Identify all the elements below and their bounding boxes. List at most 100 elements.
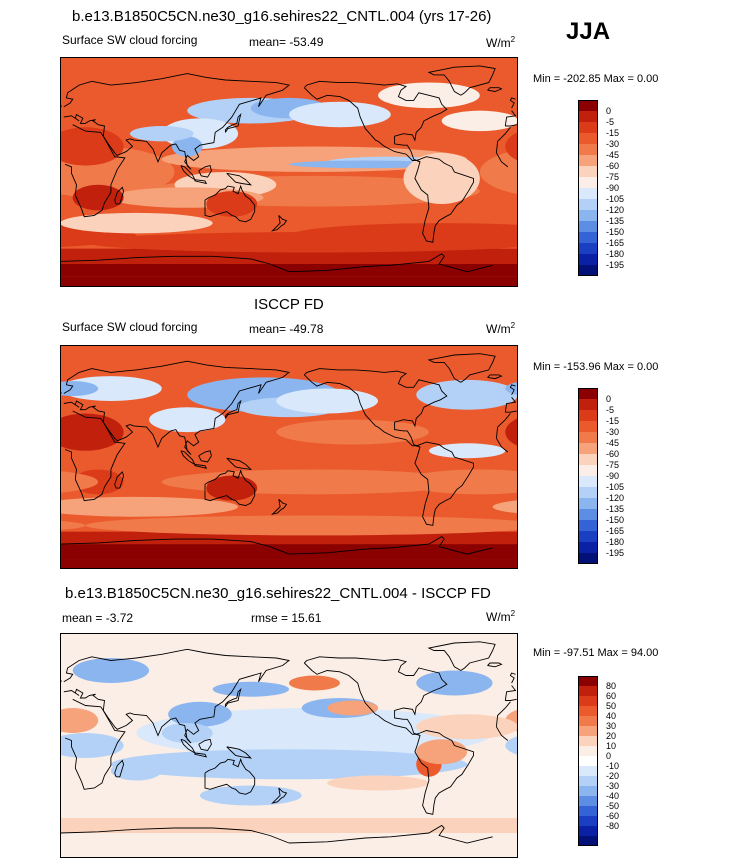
panel-2-units: W/m2 <box>486 321 516 336</box>
map-field-contour <box>85 232 518 253</box>
map-field-contour <box>416 670 493 696</box>
coastline <box>194 464 208 469</box>
map-zonal-band <box>60 531 518 545</box>
coastline <box>194 179 208 185</box>
map-field-contour <box>505 736 518 755</box>
colorbar-tick-label: -10 <box>606 760 620 771</box>
map-field-contour <box>276 419 429 445</box>
panel-1-title: b.e13.B1850C5CN.ne30_g16.sehires22_CNTL.… <box>72 8 492 25</box>
map-field-contour <box>168 701 232 727</box>
coastline <box>496 726 509 741</box>
map-field-contour <box>60 127 124 166</box>
panel-3-minmax: Min = -97.51 Max = 94.00 <box>533 647 659 659</box>
colorbar-tick-label: -15 <box>606 415 620 426</box>
colorbar-tick-label: -180 <box>606 536 625 547</box>
colorbar-tick-label: -90 <box>606 182 620 193</box>
map-field-contour <box>206 475 258 501</box>
map-field-contour <box>403 469 518 495</box>
colorbar-tick-label: 0 <box>606 750 612 761</box>
colorbar-tick-label: -90 <box>606 470 620 481</box>
map-field-contour <box>212 681 289 697</box>
map-zonal-band <box>60 276 518 287</box>
map-field-contour <box>60 413 124 451</box>
colorbar-frame <box>578 676 598 846</box>
coastline <box>198 165 212 178</box>
panel-2-mean-label: mean= -49.78 <box>249 322 324 336</box>
colorbar-tick-label: -75 <box>606 459 620 470</box>
colorbar-tick-label: 0 <box>606 105 612 116</box>
colorbar-tick-label: 20 <box>606 730 617 741</box>
map-zonal-band <box>60 264 518 277</box>
map-field-contour <box>110 749 468 780</box>
coastline <box>487 374 503 380</box>
coastline <box>60 538 290 555</box>
coastline <box>505 124 517 127</box>
panel-3-units: W/m2 <box>486 609 516 624</box>
coastline <box>288 253 493 273</box>
colorbar-tick-label: -195 <box>606 547 625 558</box>
map-field-contour <box>505 418 518 447</box>
colorbar-frame <box>578 388 598 564</box>
map-field-contour <box>206 191 258 217</box>
map-field-contour <box>441 110 518 132</box>
colorbar-tick-label: -15 <box>606 127 620 138</box>
coastline <box>414 156 474 243</box>
colorbar-tick-label: -60 <box>606 160 620 171</box>
map-zonal-band <box>60 248 518 264</box>
colorbar-tick-label: -165 <box>606 237 625 248</box>
colorbar-frame <box>578 100 598 276</box>
panel-3-map <box>60 633 518 858</box>
panel-1-minmax: Min = -202.85 Max = 0.00 <box>533 73 659 85</box>
colorbar-tick-label: 40 <box>606 710 617 721</box>
panel-1-map <box>60 57 518 287</box>
coastline <box>114 186 125 205</box>
map-field-contour <box>492 500 518 514</box>
coastline <box>414 441 474 526</box>
map-field-contour <box>60 237 86 247</box>
map-field-contour <box>289 160 442 169</box>
panel-1-variable-label: Surface SW cloud forcing <box>62 33 198 47</box>
map-zonal-band <box>60 833 518 858</box>
map-frame <box>60 345 518 569</box>
colorbar-tick-label: -150 <box>606 514 625 525</box>
coastline <box>427 353 496 383</box>
colorbar-tick-label: -50 <box>606 800 620 811</box>
colorbar-tick-label: 50 <box>606 700 617 711</box>
panel-2-title: ISCCP FD <box>254 296 324 313</box>
map-field-contour <box>149 407 226 433</box>
colorbar-tick-label: -165 <box>606 525 625 536</box>
colorbar-tick-label: -120 <box>606 492 625 503</box>
map-field-contour <box>289 675 340 691</box>
map-field-contour <box>60 471 99 493</box>
colorbar-tick-label: -20 <box>606 770 620 781</box>
season-label: JJA <box>566 18 611 45</box>
map-field-contour <box>428 443 506 459</box>
colorbar-tick-label: -75 <box>606 171 620 182</box>
coastline <box>509 672 516 684</box>
coastline <box>509 97 516 109</box>
panel-3-rmse-label: rmse = 15.61 <box>251 611 322 625</box>
coastline <box>63 360 291 455</box>
coastline <box>63 73 291 170</box>
panel-3-mean-label: mean = -3.72 <box>62 611 134 625</box>
colorbar-tick-label: -120 <box>606 204 625 215</box>
map-field-contour <box>60 381 99 397</box>
coastline <box>495 701 511 727</box>
coastline <box>288 824 493 844</box>
colorbar-tick-label: -105 <box>606 481 625 492</box>
panel-2-map <box>60 345 518 569</box>
coastline <box>288 536 493 555</box>
coastline <box>414 730 474 815</box>
coastline <box>60 255 290 273</box>
map-field-contour <box>327 775 429 791</box>
map-field-contour <box>505 132 518 161</box>
map-field-contour <box>129 126 194 142</box>
coastline <box>504 397 517 413</box>
panel-1-units: W/m2 <box>486 35 516 50</box>
map-field-contour <box>60 733 124 758</box>
coastline <box>224 399 242 419</box>
colorbar-tick-label: 80 <box>606 680 617 691</box>
coastline <box>63 648 291 744</box>
colorbar-tick-label: 60 <box>606 690 617 701</box>
coastline <box>226 457 253 471</box>
